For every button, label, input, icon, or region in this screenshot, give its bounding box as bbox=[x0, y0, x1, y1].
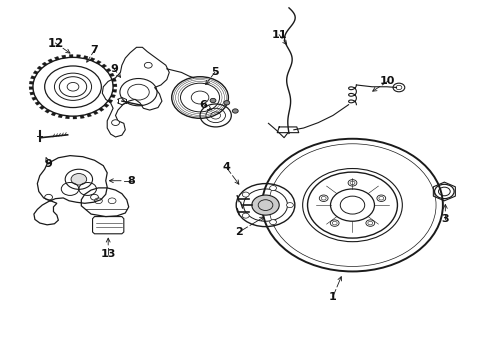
Polygon shape bbox=[113, 89, 117, 93]
Polygon shape bbox=[113, 84, 117, 87]
Polygon shape bbox=[83, 55, 88, 59]
Polygon shape bbox=[80, 115, 84, 118]
Circle shape bbox=[54, 73, 92, 100]
Circle shape bbox=[210, 98, 216, 103]
Polygon shape bbox=[42, 62, 47, 66]
Circle shape bbox=[224, 101, 230, 105]
Polygon shape bbox=[108, 99, 113, 103]
Polygon shape bbox=[104, 104, 109, 108]
Text: 9: 9 bbox=[45, 159, 52, 169]
Polygon shape bbox=[73, 116, 77, 119]
Circle shape bbox=[232, 109, 238, 113]
Polygon shape bbox=[39, 106, 45, 109]
Polygon shape bbox=[112, 78, 116, 82]
Text: 1: 1 bbox=[329, 292, 337, 302]
Circle shape bbox=[71, 174, 87, 185]
Text: 9: 9 bbox=[110, 64, 118, 74]
Circle shape bbox=[270, 185, 276, 190]
Polygon shape bbox=[30, 92, 34, 95]
Text: 13: 13 bbox=[100, 248, 116, 258]
Polygon shape bbox=[54, 57, 59, 60]
Polygon shape bbox=[62, 55, 66, 58]
Text: 7: 7 bbox=[91, 45, 98, 55]
Polygon shape bbox=[45, 109, 50, 113]
Polygon shape bbox=[33, 71, 38, 74]
Polygon shape bbox=[29, 81, 33, 84]
Text: 8: 8 bbox=[128, 176, 136, 186]
Polygon shape bbox=[76, 55, 81, 58]
Polygon shape bbox=[96, 60, 101, 64]
Polygon shape bbox=[48, 59, 53, 63]
Circle shape bbox=[145, 62, 152, 68]
Polygon shape bbox=[101, 64, 107, 68]
Circle shape bbox=[287, 203, 294, 208]
Text: 2: 2 bbox=[235, 227, 243, 237]
Polygon shape bbox=[87, 113, 92, 117]
Circle shape bbox=[243, 192, 249, 197]
Circle shape bbox=[112, 120, 120, 126]
Circle shape bbox=[243, 213, 249, 218]
Text: 10: 10 bbox=[380, 76, 395, 86]
Polygon shape bbox=[65, 116, 70, 119]
Text: 12: 12 bbox=[48, 36, 64, 50]
Polygon shape bbox=[37, 66, 42, 70]
Text: 11: 11 bbox=[271, 30, 287, 40]
Polygon shape bbox=[30, 76, 35, 79]
Text: 4: 4 bbox=[222, 162, 230, 172]
Polygon shape bbox=[106, 68, 111, 72]
Polygon shape bbox=[109, 73, 114, 77]
Polygon shape bbox=[93, 111, 98, 115]
Polygon shape bbox=[69, 54, 73, 58]
Polygon shape bbox=[29, 87, 33, 90]
Text: 3: 3 bbox=[441, 215, 449, 224]
Circle shape bbox=[270, 220, 276, 225]
Polygon shape bbox=[51, 112, 56, 116]
Polygon shape bbox=[58, 114, 63, 118]
Circle shape bbox=[252, 195, 279, 215]
Polygon shape bbox=[90, 58, 95, 61]
Polygon shape bbox=[35, 102, 40, 105]
Text: 5: 5 bbox=[211, 67, 219, 77]
Polygon shape bbox=[99, 108, 104, 112]
Polygon shape bbox=[111, 94, 116, 98]
Text: 6: 6 bbox=[199, 100, 207, 110]
Polygon shape bbox=[32, 97, 37, 100]
